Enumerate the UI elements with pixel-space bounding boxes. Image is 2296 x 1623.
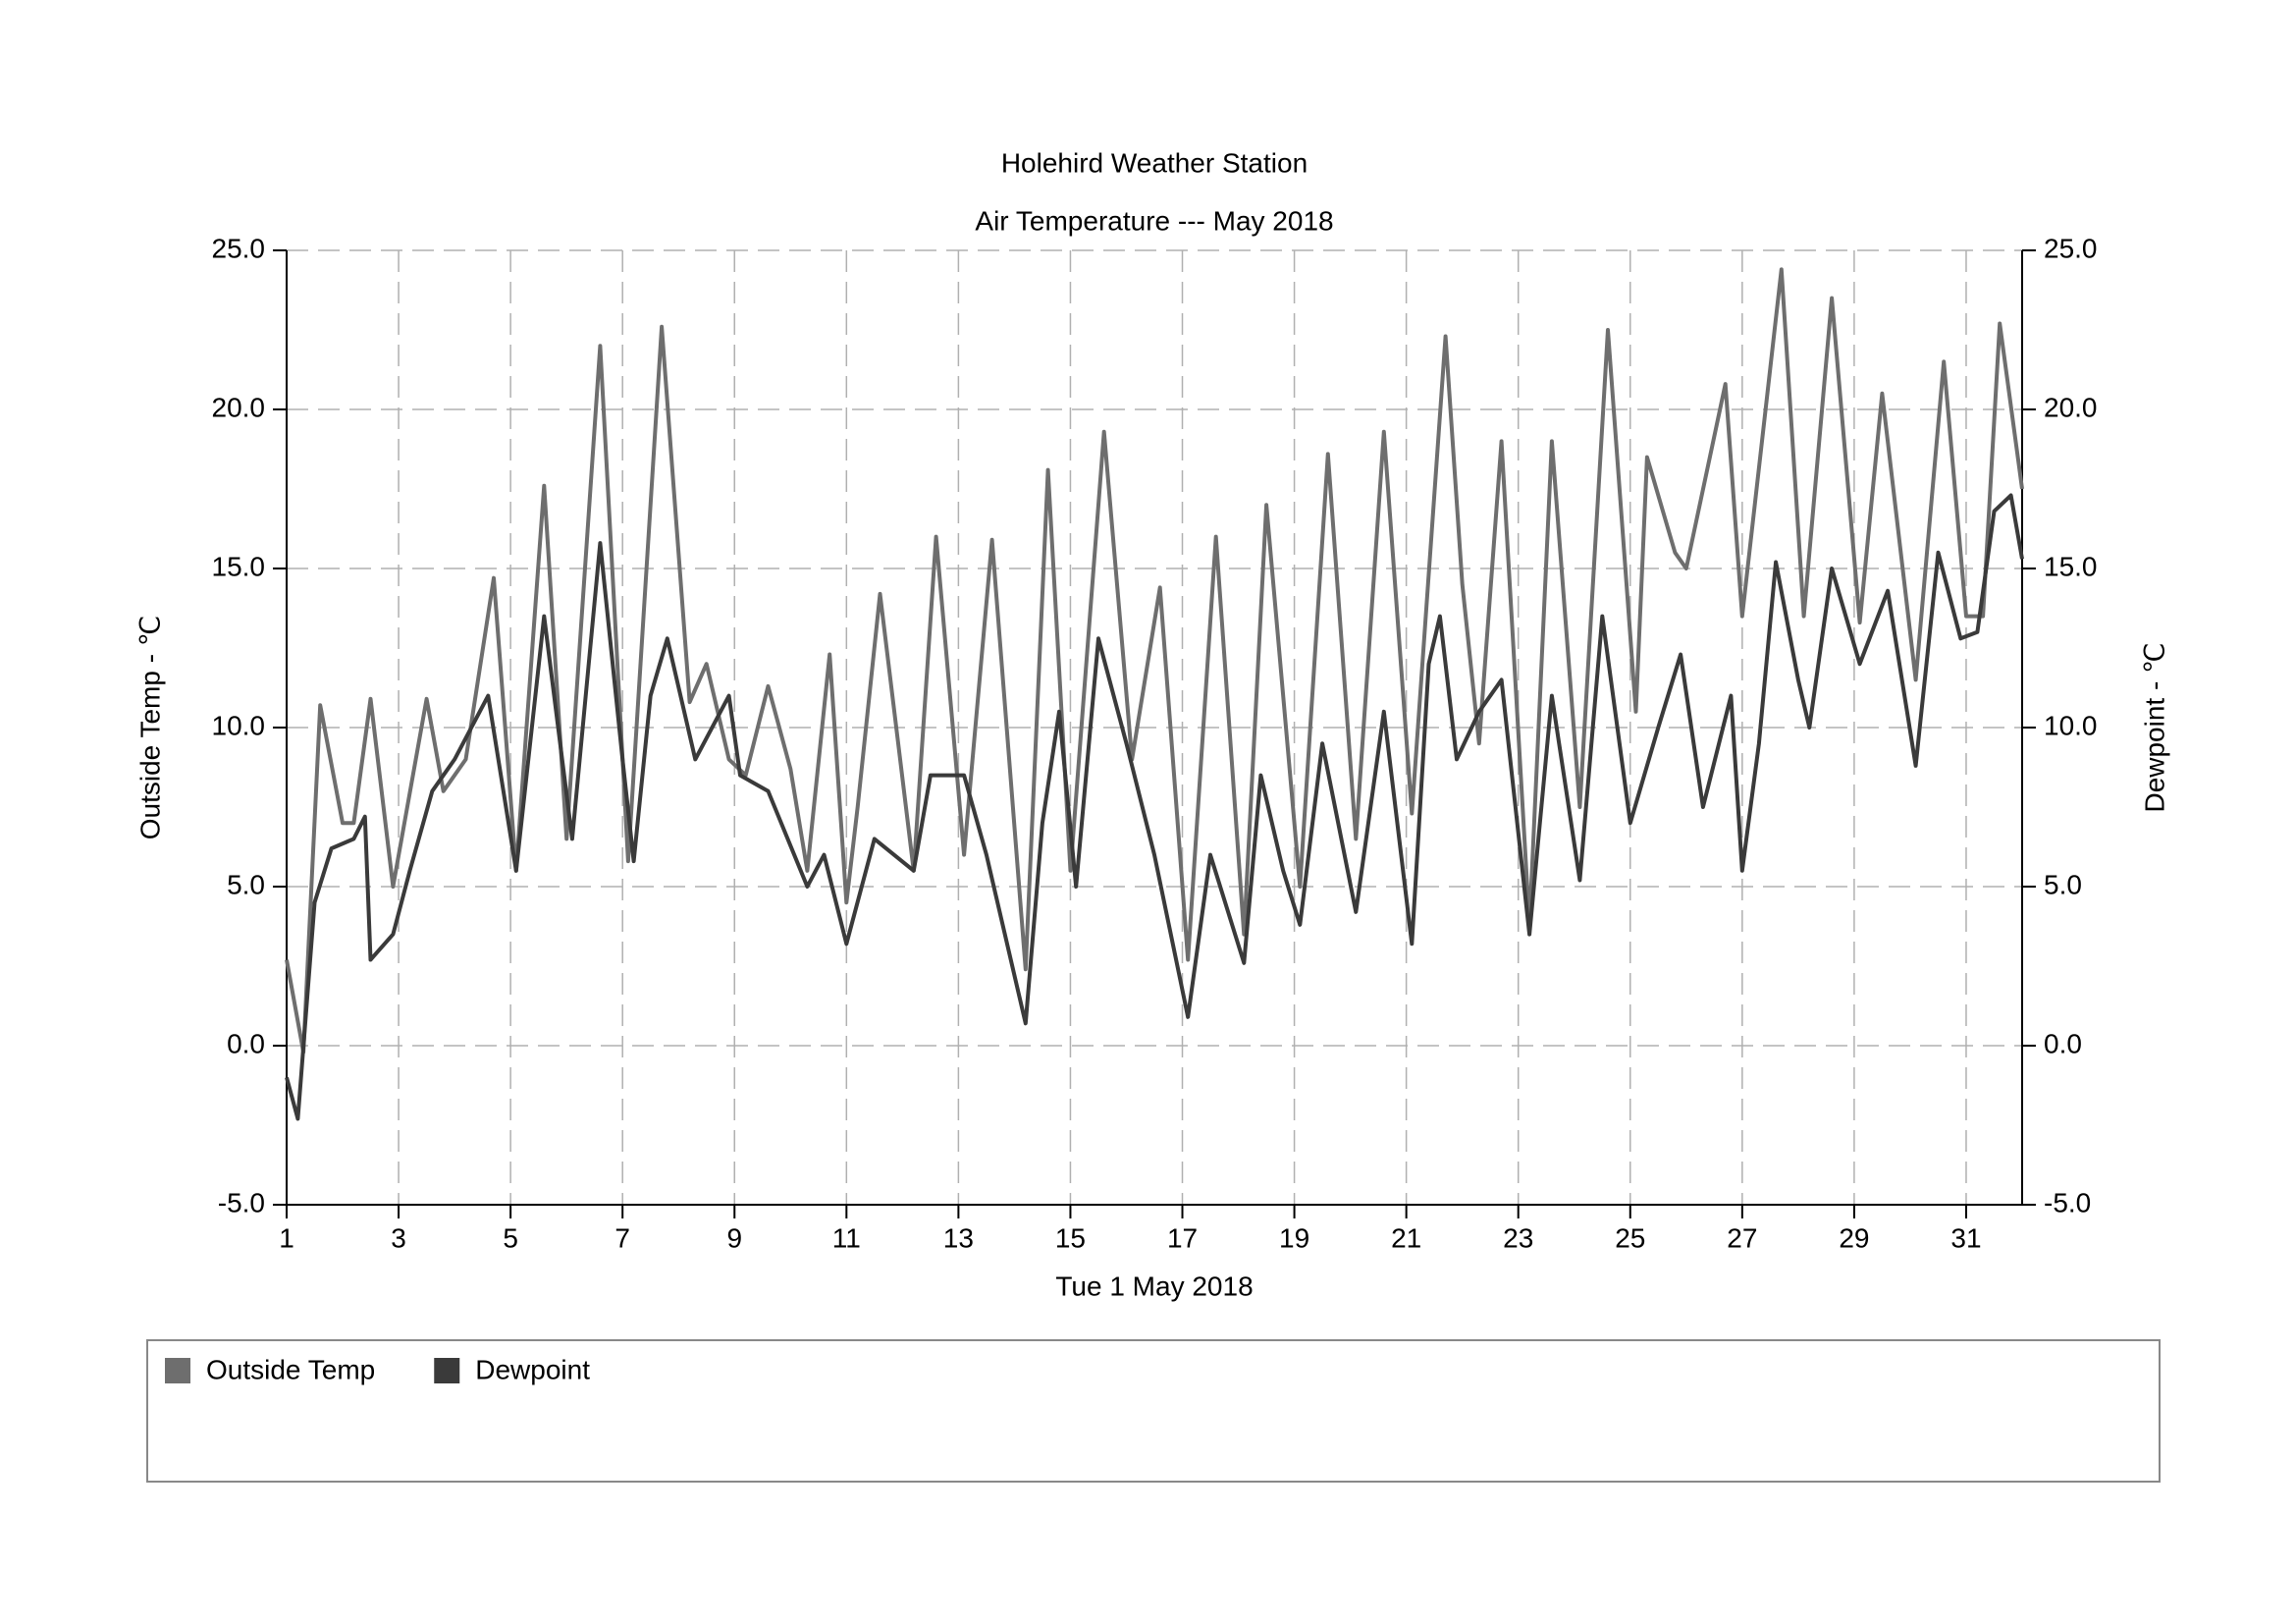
x-axis-title: Tue 1 May 2018 [1055,1271,1253,1301]
legend-label: Dewpoint [475,1354,590,1384]
y-tick-label: -5.0 [218,1187,265,1217]
legend-swatch [165,1358,190,1383]
x-tick-label: 17 [1167,1222,1198,1253]
y-axis-title: Outside Temp - ℃ [134,616,165,840]
x-tick-label: 1 [279,1222,294,1253]
y2-tick-label: 0.0 [2044,1028,2082,1058]
x-tick-label: 21 [1391,1222,1421,1253]
y2-tick-label: 20.0 [2044,392,2098,422]
x-tick-label: 9 [726,1222,742,1253]
x-tick-label: 19 [1279,1222,1309,1253]
y-tick-label: 25.0 [212,233,266,263]
x-tick-label: 15 [1055,1222,1086,1253]
series-line [285,267,2024,1055]
y2-axis-title: Dewpoint - ℃ [2139,642,2169,812]
x-tick-label: 27 [1727,1222,1757,1253]
y-tick-label: 20.0 [212,392,266,422]
x-tick-label: 11 [832,1222,861,1253]
x-tick-label: 7 [614,1222,630,1253]
y-tick-label: 5.0 [227,869,265,899]
y-tick-label: 15.0 [212,551,266,581]
legend-box [146,1339,2161,1483]
x-tick-label: 13 [943,1222,974,1253]
y2-tick-label: 15.0 [2044,551,2098,581]
legend-label: Outside Temp [206,1354,375,1384]
chart-title: Holehird Weather Station [1001,147,1308,178]
chart-subtitle: Air Temperature --- May 2018 [975,205,1333,236]
y2-tick-label: 5.0 [2044,869,2082,899]
y2-tick-label: -5.0 [2044,1187,2091,1217]
x-tick-label: 5 [503,1222,518,1253]
x-tick-label: 23 [1503,1222,1533,1253]
x-tick-label: 25 [1615,1222,1645,1253]
y2-tick-label: 10.0 [2044,710,2098,740]
y2-tick-label: 25.0 [2044,233,2098,263]
x-tick-label: 3 [391,1222,406,1253]
legend-swatch [434,1358,460,1383]
y-tick-label: 10.0 [212,710,266,740]
x-tick-label: 29 [1839,1222,1869,1253]
y-tick-label: 0.0 [227,1028,265,1058]
x-tick-label: 31 [1950,1222,1981,1253]
series-line [285,493,2024,1121]
